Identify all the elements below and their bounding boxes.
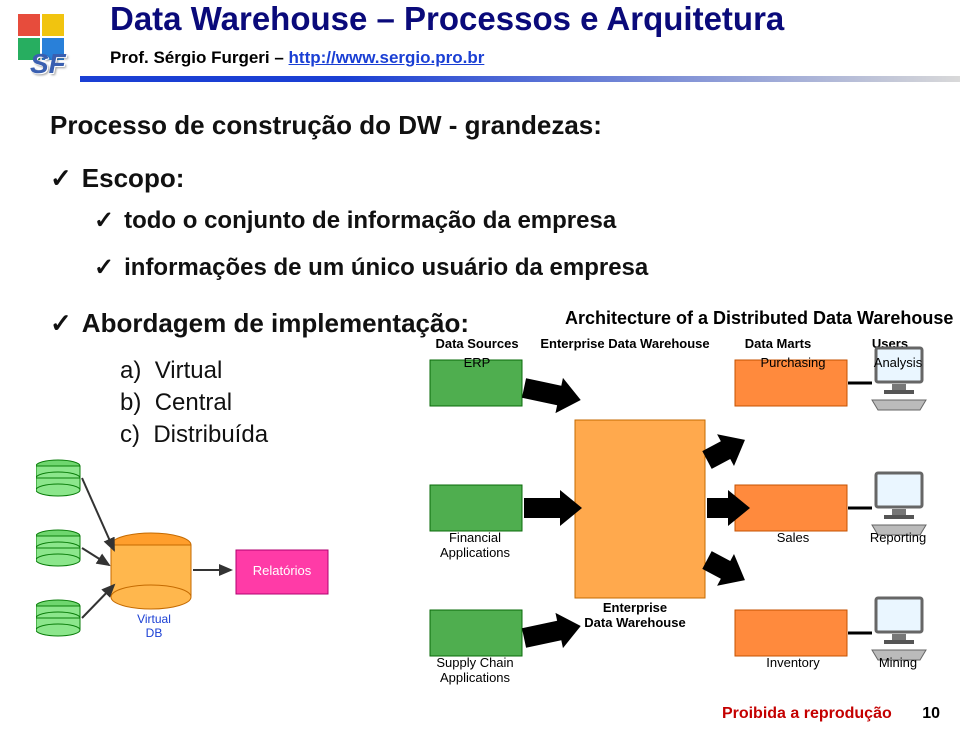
virtual-db-label: Virtual DB [114, 612, 194, 640]
logo-text: SF [30, 48, 66, 80]
page-number: 10 [922, 705, 940, 722]
virtual-db-diagram: Virtual DB Relatórios [36, 450, 346, 660]
check-icon: ✓ [50, 163, 72, 193]
sf-logo: SF [18, 14, 78, 74]
src-label: Financial Applications [420, 530, 530, 560]
dm-label: Sales [738, 530, 848, 545]
author-name: Prof. Sérgio Furgeri – [110, 48, 289, 67]
edw-label: Enterprise Data Warehouse [570, 600, 700, 630]
escopo-item-1: ✓todo o conjunto de informação da empres… [94, 206, 648, 235]
escopo-label: Escopo [82, 163, 176, 193]
dm-label: Inventory [738, 655, 848, 670]
user-label: Mining [858, 655, 938, 670]
escopo-bullet: ✓Escopo: [50, 163, 648, 194]
src-label: Supply Chain Applications [420, 655, 530, 685]
abordagem-bullet: ✓ Abordagem de implementação: [50, 308, 648, 339]
copyright: Proibida a reprodução [722, 705, 892, 722]
arch-title: Architecture of a Distributed Data Wareh… [565, 308, 953, 329]
page-title: Data Warehouse – Processos e Arquitetura [110, 0, 784, 38]
section-heading: Processo de construção do DW - grandezas… [50, 110, 648, 141]
report-label: Relatórios [236, 563, 328, 578]
user-label: Reporting [858, 530, 938, 545]
user-label: Analysis [858, 355, 938, 370]
escopo-item-2: ✓informações de um único usuário da empr… [94, 253, 648, 282]
dm-label: Purchasing [738, 355, 848, 370]
check-icon: ✓ [94, 254, 114, 281]
check-icon: ✓ [94, 207, 114, 234]
src-label: ERP [432, 355, 522, 370]
header-divider [80, 76, 960, 82]
footer: Proibida a reprodução 10 [722, 705, 940, 723]
check-icon: ✓ [50, 308, 72, 338]
author-line: Prof. Sérgio Furgeri – http://www.sergio… [110, 48, 484, 68]
abordagem-label: Abordagem de implementação: [82, 308, 469, 338]
author-link[interactable]: http://www.sergio.pro.br [289, 48, 485, 67]
